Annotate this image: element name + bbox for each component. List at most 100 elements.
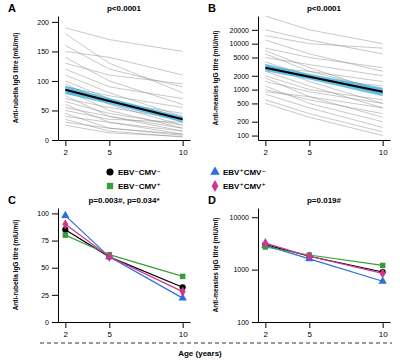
x-tick: 10 (379, 140, 388, 157)
y-tick-mark (252, 76, 258, 77)
x-tick: 2 (264, 322, 269, 339)
x-tick-label: 5 (108, 330, 113, 339)
marker (306, 251, 312, 261)
x-tick-label: 10 (379, 148, 388, 157)
subject-line (265, 30, 382, 54)
x-tick-mark (309, 322, 310, 328)
y-tick-label: 100 (237, 319, 249, 326)
subject-line (65, 28, 182, 52)
x-tick: 2 (64, 322, 69, 339)
y-tick-mark (252, 90, 258, 91)
y-tick-mark (52, 268, 58, 269)
y-tick-label: 500 (237, 100, 249, 107)
legend-label: EBV⁻CMV⁺ (118, 182, 161, 191)
y-tick: 150 (37, 48, 58, 55)
panel-title: C (8, 194, 16, 206)
x-tick-label: 5 (308, 330, 313, 339)
y-tick: 50 (41, 264, 58, 271)
legend-label: EBV⁺CMV⁺ (223, 182, 266, 191)
marker (62, 219, 68, 229)
x-tick-mark (265, 322, 266, 328)
y-tick-label: 5000 (233, 54, 249, 61)
confidence-band (265, 64, 382, 96)
y-tick-label: 10000 (230, 40, 250, 47)
x-tick: 5 (308, 322, 313, 339)
x-tick-mark (65, 140, 66, 146)
x-tick: 5 (108, 140, 113, 157)
marker (61, 211, 69, 218)
y-tick-label: 100 (237, 132, 249, 139)
p-value: p=0.019# (307, 196, 342, 205)
y-tick-mark (52, 241, 58, 242)
y-tick: 5000 (233, 54, 258, 61)
y-tick-mark (52, 22, 58, 23)
panel: 25100255075100Cp=0.003#, p=0.034*Anti-ru… (8, 194, 191, 339)
x-tick-label: 10 (179, 330, 188, 339)
plot-area (261, 238, 387, 284)
x-tick: 2 (64, 140, 69, 157)
y-tick-mark (52, 81, 58, 82)
y-tick-mark (252, 44, 258, 45)
subject-line (65, 63, 182, 84)
group-line (65, 216, 182, 299)
x-tick: 5 (308, 140, 313, 157)
x-tick-label: 2 (64, 148, 69, 157)
y-tick-mark (252, 57, 258, 58)
marker (262, 238, 268, 248)
x-tick-mark (183, 322, 184, 328)
panel-title: A (8, 2, 16, 14)
x-tick-mark (265, 140, 266, 146)
y-axis-title: Anti-measles IgG titre (mIU/ml) (212, 218, 220, 313)
x-axis: 2 5 10 (59, 322, 191, 339)
x-tick: 10 (179, 322, 188, 339)
y-axis-title: Anti-measles IgG titre (mIU/ml) (212, 31, 220, 126)
group-line (65, 224, 182, 291)
y-tick: 1000 (233, 86, 258, 93)
panel: 2510050100150200Ap<0.0001Anti-rubella Ig… (8, 2, 191, 157)
panel-title: D (208, 194, 216, 206)
p-value: p<0.0001 (107, 4, 142, 13)
y-axis-title: Anti-rubella IgG titre (mIU/ml) (12, 33, 20, 124)
y-tick: 10000 (230, 40, 258, 47)
confidence-band (65, 86, 182, 123)
plot-area (61, 211, 187, 301)
marker (180, 274, 185, 279)
y-axis-line (58, 17, 59, 141)
y-tick-mark (252, 217, 258, 218)
subject-line (265, 16, 382, 44)
x-tick-mark (65, 322, 66, 328)
panel: 2510100100010000Dp=0.019#Anti-measles Ig… (208, 194, 391, 339)
x-tick: 10 (379, 322, 388, 339)
x-tick-label: 2 (264, 330, 269, 339)
y-tick-label: 200 (37, 19, 49, 26)
y-tick-label: 150 (37, 48, 49, 55)
y-axis-title: Anti-rubella IgG titre (mIU/ml) (12, 220, 20, 311)
legend-label: EBV⁻CMV⁻ (118, 168, 161, 177)
x-axis-line (59, 322, 191, 323)
y-tick: 10000 (230, 214, 258, 221)
y-tick-mark (252, 122, 258, 123)
p-value: p=0.003#, p=0.034* (88, 196, 160, 205)
x-tick-mark (109, 322, 110, 328)
panel: 25101002005001000200050001000020000Bp<0.… (208, 2, 391, 157)
y-tick-mark (52, 322, 58, 323)
y-axis-line (258, 17, 259, 141)
group-line (265, 243, 382, 273)
x-tick-label: 10 (179, 148, 188, 157)
y-tick-label: 0 (45, 137, 49, 144)
x-tick-mark (309, 140, 310, 146)
y-tick: 500 (237, 100, 258, 107)
y-tick: 100 (37, 210, 58, 217)
x-axis: 2 5 10 (59, 140, 191, 157)
y-tick-label: 100 (37, 78, 49, 85)
marker (380, 268, 386, 278)
y-tick-label: 75 (41, 237, 49, 244)
subject-line (65, 119, 182, 137)
y-tick-mark (52, 213, 58, 214)
subject-line (65, 125, 182, 136)
x-tick-mark (383, 140, 384, 146)
y-tick-mark (252, 103, 258, 104)
legend-marker (107, 183, 113, 189)
y-tick: 0 (45, 137, 58, 144)
marker (63, 232, 68, 237)
